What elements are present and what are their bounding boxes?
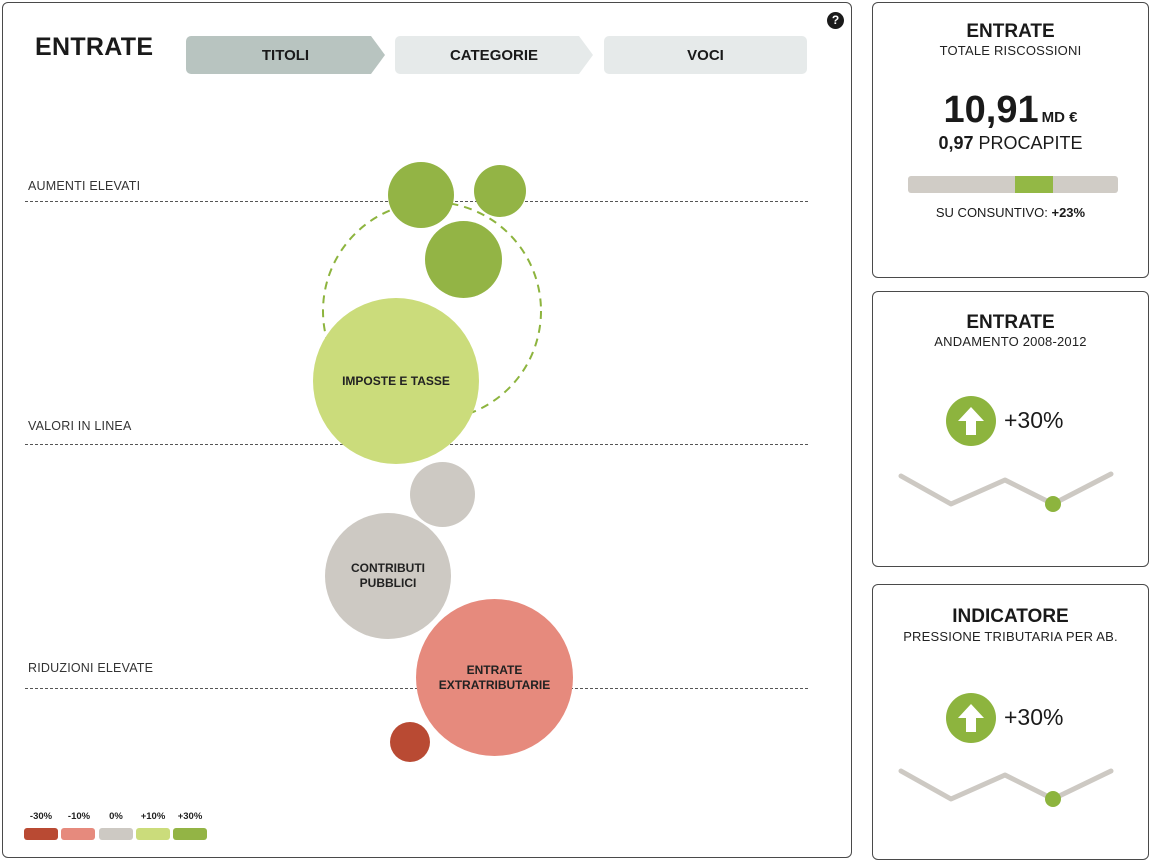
legend-label: -10% <box>67 811 91 822</box>
main-panel: ? ENTRATE TITOLI CATEGORIE VOCI AUMENTI … <box>2 2 852 858</box>
legend-label: +10% <box>140 811 166 822</box>
legend-label: +30% <box>177 811 203 822</box>
tab-titoli[interactable]: TITOLI <box>186 36 385 74</box>
zone-label-aumenti: AUMENTI ELEVATI <box>28 179 141 193</box>
bubble-label: ENTRATE EXTRATRIBUTARIE <box>439 663 551 693</box>
bubble-green-3[interactable] <box>425 221 502 298</box>
card-subtitle: TOTALE RISCOSSIONI <box>939 43 1082 58</box>
card-subtitle: ANDAMENTO 2008-2012 <box>934 334 1087 349</box>
bubble-label: IMPOSTE E TASSE <box>342 373 450 388</box>
legend-swatch <box>24 828 58 840</box>
bubble-green-2[interactable] <box>474 165 526 217</box>
bubble-label-line: ENTRATE <box>466 662 523 677</box>
bubble-label: CONTRIBUTI PUBBLICI <box>351 561 425 591</box>
card-subtitle: PRESSIONE TRIBUTARIA PER AB. <box>903 629 1118 644</box>
legend-swatch <box>136 828 170 840</box>
card-andamento: ENTRATE ANDAMENTO 2008-2012 +30% <box>872 291 1149 567</box>
zone-label-linea: VALORI IN LINEA <box>28 419 132 433</box>
tab-voci[interactable]: VOCI <box>604 36 807 74</box>
bubble-contributi-pubblici[interactable]: CONTRIBUTI PUBBLICI <box>325 513 451 639</box>
card-title: ENTRATE <box>966 21 1055 42</box>
procapite-label: PROCAPITE <box>978 133 1083 153</box>
total-value: 10,91 MD € <box>873 89 1148 132</box>
bubble-label-line: EXTRATRIBUTARIE <box>438 677 551 692</box>
procapite-value: 0,97 <box>938 133 974 153</box>
sparkline-current-point <box>1045 496 1061 512</box>
legend-swatch <box>173 828 207 840</box>
consuntivo-bar <box>908 176 1118 193</box>
sparkline-current-point <box>1045 791 1061 807</box>
consuntivo: SU CONSUNTIVO: +23% <box>873 205 1148 220</box>
legend-label: 0% <box>109 811 123 822</box>
card-title: INDICATORE <box>952 606 1069 627</box>
bubble-entrate-extratributarie[interactable]: ENTRATE EXTRATRIBUTARIE <box>416 599 573 756</box>
procapite: 0,97 PROCAPITE <box>873 133 1148 154</box>
trend-value: +30% <box>1004 704 1064 730</box>
card-title: ENTRATE <box>966 312 1055 333</box>
bubble-red-small[interactable] <box>390 722 430 762</box>
arrow-up-icon <box>946 693 996 743</box>
help-icon[interactable]: ? <box>827 12 844 29</box>
bubble-label-line: PUBBLICI <box>359 576 417 590</box>
card-indicatore: INDICATORE PRESSIONE TRIBUTARIA PER AB. … <box>872 584 1149 860</box>
bubble-label-line: CONTRIBUTI <box>351 561 425 575</box>
sparkline <box>898 471 1114 512</box>
zone-label-riduzioni: RIDUZIONI ELEVATE <box>28 661 154 675</box>
legend-swatch <box>61 828 95 840</box>
consuntivo-bar-fill <box>1015 176 1053 193</box>
total-unit: MD € <box>1041 109 1078 126</box>
card-totale-riscossioni: ENTRATE TOTALE RISCOSSIONI 10,91 MD € 0,9… <box>872 2 1149 278</box>
legend-label: -30% <box>29 811 53 822</box>
bubble-imposte-e-tasse[interactable]: IMPOSTE E TASSE <box>313 298 479 464</box>
arrow-up-icon <box>946 396 996 446</box>
page-title: ENTRATE <box>35 33 154 61</box>
tab-categorie[interactable]: CATEGORIE <box>395 36 593 74</box>
consuntivo-value: +23% <box>1051 205 1086 220</box>
bubble-green-1[interactable] <box>388 162 454 228</box>
legend-swatch <box>99 828 133 840</box>
bubble-gray-1[interactable] <box>410 462 475 527</box>
total-amount: 10,91 <box>943 89 1039 131</box>
consuntivo-label: SU CONSUNTIVO: <box>935 205 1048 220</box>
trend-value: +30% <box>1004 407 1064 433</box>
sparkline <box>898 768 1114 807</box>
